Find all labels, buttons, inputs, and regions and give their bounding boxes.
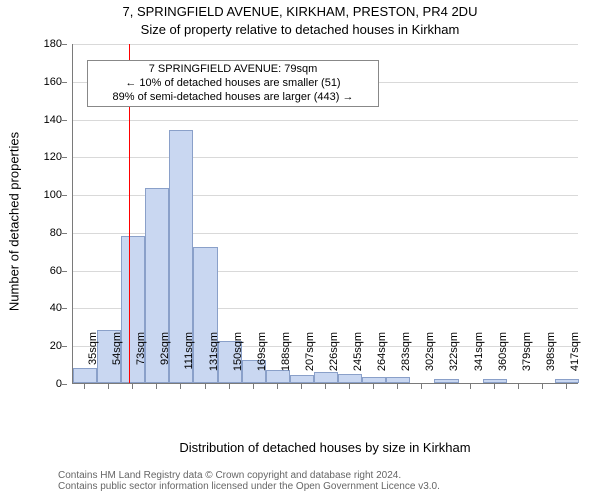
annotation-line-2: ← 10% of detached houses are smaller (51… [92,77,374,91]
x-tick-mark [421,384,422,389]
annotation-box: 7 SPRINGFIELD AVENUE: 79sqm ← 10% of det… [87,60,379,107]
x-tick-label: 169sqm [256,332,268,392]
y-tick-label: 160 [0,76,62,88]
x-tick-label: 35sqm [87,332,99,392]
y-tick-label: 60 [0,265,62,277]
gridline-y [73,44,578,45]
x-tick-mark [470,384,471,389]
x-tick-label: 188sqm [280,332,292,392]
x-tick-label: 226sqm [328,332,340,392]
gridline-y [73,120,578,121]
x-tick-label: 73sqm [135,332,147,392]
y-tick-label: 20 [0,340,62,352]
y-tick-label: 140 [0,114,62,126]
y-tick-label: 180 [0,38,62,50]
gridline-y [73,157,578,158]
x-tick-label: 92sqm [159,332,171,392]
x-tick-label: 322sqm [448,332,460,392]
x-axis-caption: Distribution of detached houses by size … [72,440,578,455]
x-tick-label: 207sqm [304,332,316,392]
x-tick-mark [445,384,446,389]
x-tick-mark [253,384,254,389]
x-tick-label: 245sqm [352,332,364,392]
x-tick-label: 417sqm [569,332,581,392]
x-tick-mark [494,384,495,389]
x-tick-mark [373,384,374,389]
chart-title-address: 7, SPRINGFIELD AVENUE, KIRKHAM, PRESTON,… [0,4,600,19]
footer-attribution: Contains HM Land Registry data © Crown c… [58,470,440,492]
x-tick-mark [180,384,181,389]
annotation-line-3: 89% of semi-detached houses are larger (… [92,91,374,105]
x-tick-mark [277,384,278,389]
x-tick-label: 131sqm [208,332,220,392]
x-tick-label: 283sqm [400,332,412,392]
x-tick-mark [108,384,109,389]
x-tick-label: 111sqm [183,332,195,392]
x-tick-label: 360sqm [497,332,509,392]
chart-subtitle: Size of property relative to detached ho… [0,22,600,37]
annotation-line-1: 7 SPRINGFIELD AVENUE: 79sqm [92,63,374,77]
x-tick-mark [156,384,157,389]
x-tick-mark [301,384,302,389]
y-tick-label: 0 [0,378,62,390]
x-tick-mark [205,384,206,389]
x-tick-label: 150sqm [232,332,244,392]
x-tick-mark [349,384,350,389]
x-tick-mark [397,384,398,389]
x-tick-label: 302sqm [424,332,436,392]
y-tick-label: 100 [0,189,62,201]
x-tick-mark [229,384,230,389]
x-tick-mark [542,384,543,389]
x-tick-mark [84,384,85,389]
x-tick-label: 264sqm [376,332,388,392]
x-tick-label: 341sqm [473,332,485,392]
chart-container: 7, SPRINGFIELD AVENUE, KIRKHAM, PRESTON,… [0,0,600,500]
y-tick-label: 120 [0,151,62,163]
x-tick-mark [566,384,567,389]
x-tick-label: 398sqm [545,332,557,392]
y-tick-label: 40 [0,302,62,314]
y-tick-label: 80 [0,227,62,239]
x-tick-mark [518,384,519,389]
x-tick-label: 379sqm [521,332,533,392]
x-tick-label: 54sqm [111,332,123,392]
x-tick-mark [325,384,326,389]
x-tick-mark [132,384,133,389]
